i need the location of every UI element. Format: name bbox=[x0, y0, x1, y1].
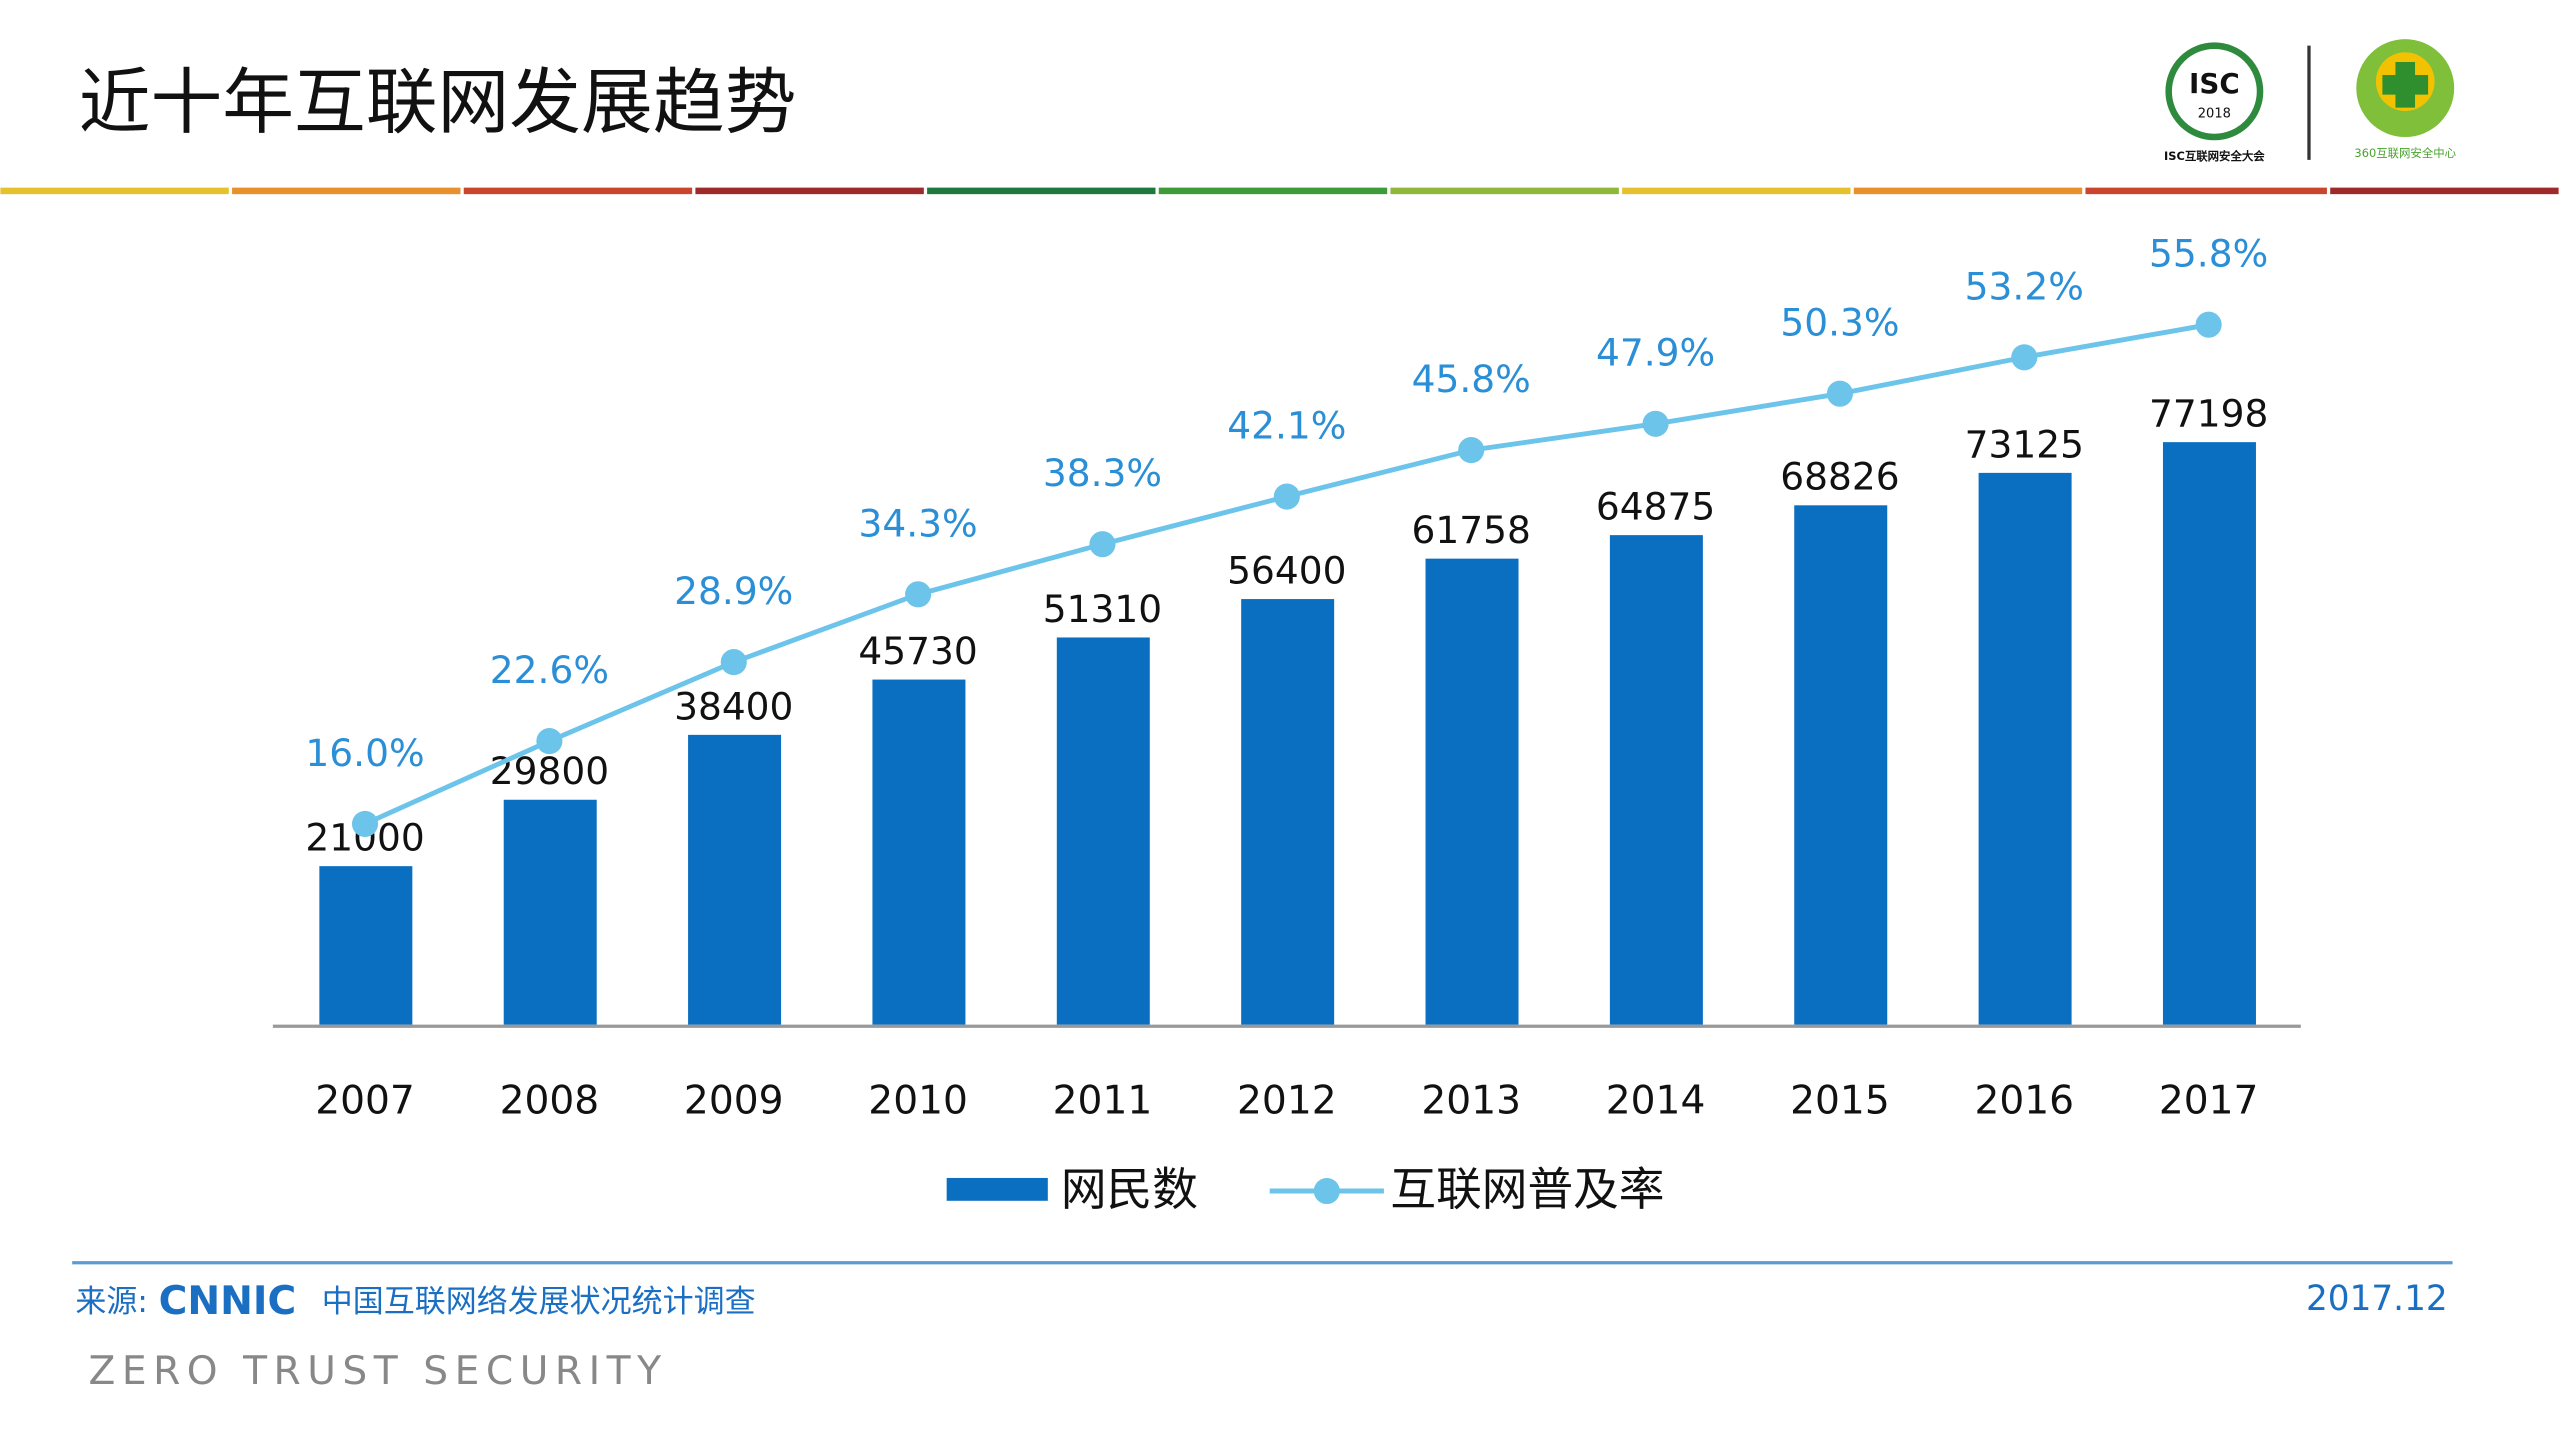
bar bbox=[2162, 442, 2256, 1025]
source-label: 来源: bbox=[75, 1284, 147, 1320]
bar-label: 38400 bbox=[674, 684, 793, 728]
bar bbox=[1794, 505, 1888, 1025]
line-label: 38.3% bbox=[1043, 451, 1162, 495]
bar bbox=[503, 799, 597, 1025]
logo-text: ISC bbox=[2189, 67, 2240, 100]
x-tick-label: 2012 bbox=[1237, 1078, 1337, 1123]
line-point bbox=[1458, 437, 1485, 464]
header-stripe bbox=[0, 187, 2559, 195]
x-tick-label: 2010 bbox=[868, 1078, 968, 1123]
line-label: 34.3% bbox=[859, 501, 978, 545]
bar-label: 56400 bbox=[1227, 548, 1346, 592]
stripe bbox=[1622, 187, 1851, 195]
bar bbox=[688, 734, 782, 1025]
bar bbox=[1609, 535, 1703, 1025]
bar bbox=[1425, 558, 1519, 1025]
line-label: 50.3% bbox=[1780, 301, 1899, 345]
logo-ring bbox=[2165, 42, 2264, 141]
legend-label: 网民数 bbox=[1061, 1163, 1198, 1216]
line-point bbox=[1826, 380, 1853, 407]
bar-label: 45730 bbox=[858, 629, 977, 673]
bar-label: 73125 bbox=[1965, 422, 2084, 466]
line-point bbox=[1089, 531, 1116, 558]
bar bbox=[319, 866, 413, 1025]
logo-cross bbox=[2382, 61, 2429, 108]
line-label: 16.0% bbox=[305, 731, 424, 775]
x-tick-label: 2015 bbox=[1790, 1078, 1890, 1123]
line-label: 45.8% bbox=[1412, 357, 1531, 401]
x-tick-label: 2017 bbox=[2159, 1078, 2259, 1123]
line-point bbox=[720, 649, 747, 676]
stripe bbox=[2085, 187, 2327, 195]
x-tick-label: 2016 bbox=[1974, 1078, 2074, 1123]
x-tick-label: 2009 bbox=[684, 1078, 784, 1123]
line-point bbox=[1273, 483, 1300, 510]
line-label: 47.9% bbox=[1596, 331, 1715, 375]
tagline: ZERO TRUST SECURITY bbox=[88, 1349, 667, 1394]
logo-caption: ISC互联网安全大会 bbox=[2164, 149, 2265, 163]
stripe bbox=[1158, 187, 1388, 195]
line-label: 53.2% bbox=[1965, 264, 2084, 308]
stripe bbox=[695, 187, 924, 195]
line-label: 42.1% bbox=[1227, 403, 1346, 447]
stripe bbox=[2330, 187, 2559, 195]
line-point bbox=[905, 581, 932, 608]
line-point bbox=[2195, 311, 2222, 338]
source-date: 2017.12 bbox=[2306, 1279, 2448, 1319]
bar-label: 77198 bbox=[2149, 392, 2268, 436]
stripe bbox=[232, 187, 461, 195]
isc-logo: ISC 2018 ISC互联网安全大会 bbox=[2164, 42, 2265, 163]
bar bbox=[872, 679, 966, 1025]
legend-swatch bbox=[946, 1177, 1048, 1201]
legend-swatch bbox=[1313, 1177, 1340, 1205]
line-point bbox=[351, 810, 379, 837]
x-tick-label: 2014 bbox=[1606, 1078, 1706, 1123]
line-point bbox=[2011, 344, 2038, 371]
line-point bbox=[1642, 410, 1669, 437]
source-title: 中国互联网络发展状况统计调查 bbox=[322, 1284, 756, 1320]
slide-title: 近十年互联网发展趋势 bbox=[79, 60, 797, 144]
line-label: 28.9% bbox=[674, 569, 793, 613]
stripe bbox=[927, 187, 1156, 195]
legend-label: 互联网普及率 bbox=[1390, 1163, 1664, 1216]
stripe bbox=[0, 187, 229, 195]
stripe bbox=[1853, 187, 2083, 195]
360-logo: 360互联网安全中心 bbox=[2354, 39, 2457, 160]
logo-year: 2018 bbox=[2198, 107, 2231, 122]
line-label: 22.6% bbox=[490, 648, 609, 692]
stripe bbox=[463, 187, 693, 195]
bar bbox=[1056, 637, 1150, 1025]
stripe bbox=[1390, 187, 1619, 195]
source-org: CNNIC bbox=[159, 1279, 297, 1324]
bar-label: 29800 bbox=[490, 749, 609, 793]
x-tick-label: 2013 bbox=[1421, 1078, 1521, 1123]
bar-label: 68826 bbox=[1780, 455, 1899, 499]
line-label: 55.8% bbox=[2149, 232, 2268, 276]
bar-label: 64875 bbox=[1596, 485, 1715, 529]
bar bbox=[1978, 472, 2072, 1025]
bar bbox=[1241, 599, 1335, 1025]
bar-label: 51310 bbox=[1043, 587, 1162, 631]
bar-label: 61758 bbox=[1412, 508, 1531, 552]
x-tick-label: 2007 bbox=[315, 1078, 415, 1123]
logo-caption: 360互联网安全中心 bbox=[2354, 146, 2456, 160]
x-tick-label: 2008 bbox=[500, 1078, 600, 1123]
line-point bbox=[536, 728, 563, 755]
x-tick-label: 2011 bbox=[1053, 1078, 1153, 1123]
